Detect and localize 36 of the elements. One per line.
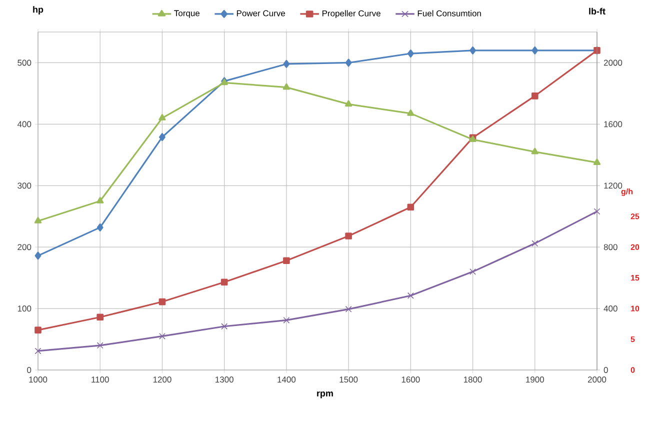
y2-tick-label: 1200 <box>604 182 622 189</box>
y-tick-label: 0 <box>27 367 32 374</box>
y-tick-label: 100 <box>18 306 32 312</box>
y3-tick-label: 25 <box>630 214 640 220</box>
x-tick-label: 1000 <box>29 376 48 383</box>
x-tick-label: 1300 <box>216 376 234 383</box>
y3-axis-title: g/h <box>621 188 633 196</box>
y3-tick-label: 10 <box>631 306 640 312</box>
legend-label: Fuel Consumtion <box>418 10 481 16</box>
legend-label: Propeller Curve <box>322 10 380 18</box>
y3-tick-label: 15 <box>631 275 640 281</box>
y2-axis-title: lb-ft <box>589 8 606 14</box>
y3-tick-label: 20 <box>630 244 640 250</box>
y2-tick-label: 800 <box>604 244 618 250</box>
x-tick-label: 1200 <box>153 376 172 383</box>
y-tick-label: 300 <box>18 182 32 189</box>
y-tick-label: 400 <box>17 121 32 128</box>
y2-tick-label: 400 <box>604 306 618 312</box>
y3-tick-label: 0 <box>630 367 635 373</box>
x-tick-label: 1600 <box>402 376 420 383</box>
legend-label: Power Curve <box>236 10 286 16</box>
x-axis-title: rpm <box>317 392 333 398</box>
x-tick-label: 1800 <box>464 376 482 383</box>
y3-tick-label: 5 <box>630 336 635 342</box>
x-tick-label: 2000 <box>588 376 606 383</box>
y2-tick-label: 2000 <box>604 60 622 66</box>
x-tick-label: 1100 <box>92 376 109 383</box>
legend-label: Torque <box>174 10 200 18</box>
x-tick-label: 1400 <box>278 376 296 383</box>
y-tick-label: 200 <box>18 244 32 250</box>
y2-tick-label: 0 <box>604 366 608 374</box>
y2-tick-label: 1600 <box>604 121 622 128</box>
x-tick-label: 1500 <box>340 376 358 383</box>
y-axis-title: hp <box>33 6 44 14</box>
y-tick-label: 500 <box>18 60 32 66</box>
x-tick-label: 1900 <box>526 376 544 383</box>
